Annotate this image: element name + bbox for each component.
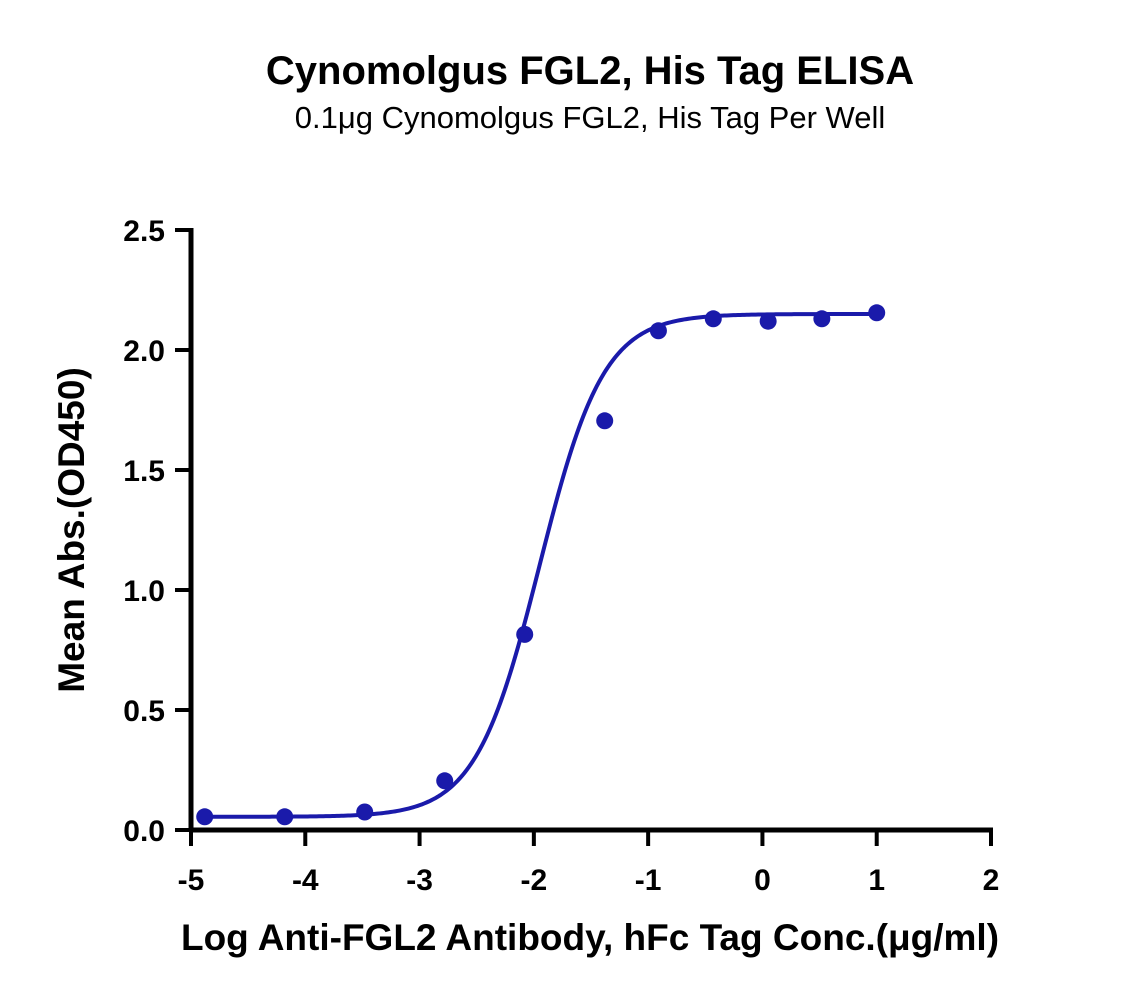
data-point bbox=[436, 772, 454, 790]
x-tick-label: -3 bbox=[406, 864, 433, 897]
x-tick-label: 0 bbox=[754, 864, 771, 897]
x-axis-label: Log Anti-FGL2 Antibody, hFc Tag Conc.(μg… bbox=[181, 917, 999, 958]
data-point bbox=[759, 312, 777, 330]
x-tick-label: -1 bbox=[635, 864, 662, 897]
y-tick-label: 0.5 bbox=[123, 695, 165, 728]
y-axis-label: Mean Abs.(OD450) bbox=[51, 367, 92, 693]
chart-title: Cynomolgus FGL2, His Tag ELISA bbox=[266, 49, 914, 93]
data-point bbox=[649, 322, 667, 340]
y-tick-label: 2.0 bbox=[123, 335, 165, 368]
y-tick-label: 2.5 bbox=[123, 215, 165, 248]
y-tick-label: 1.0 bbox=[123, 575, 165, 608]
fit-curve bbox=[204, 312, 877, 819]
x-tick-label: -2 bbox=[521, 864, 548, 897]
x-tick-label: 2 bbox=[983, 864, 1000, 897]
chart-subtitle: 0.1μg Cynomolgus FGL2, His Tag Per Well bbox=[295, 100, 885, 135]
data-point bbox=[596, 412, 614, 430]
plot-area: -5 -4 -3 -2 -1 0 1 2 0.0 0.5 1.0 1.5 2.0 2.5 bbox=[123, 215, 999, 897]
data-point bbox=[276, 808, 294, 826]
data-point bbox=[196, 808, 214, 826]
x-tick-label: -4 bbox=[292, 864, 319, 897]
data-point bbox=[356, 803, 374, 821]
data-point bbox=[868, 304, 886, 322]
x-tick-label: -5 bbox=[178, 864, 205, 897]
data-point bbox=[704, 310, 722, 328]
data-point bbox=[813, 310, 831, 328]
y-tick-label: 1.5 bbox=[123, 455, 165, 488]
x-tick-label: 1 bbox=[868, 864, 885, 897]
data-point bbox=[516, 625, 534, 643]
y-tick-label: 0.0 bbox=[123, 815, 165, 848]
